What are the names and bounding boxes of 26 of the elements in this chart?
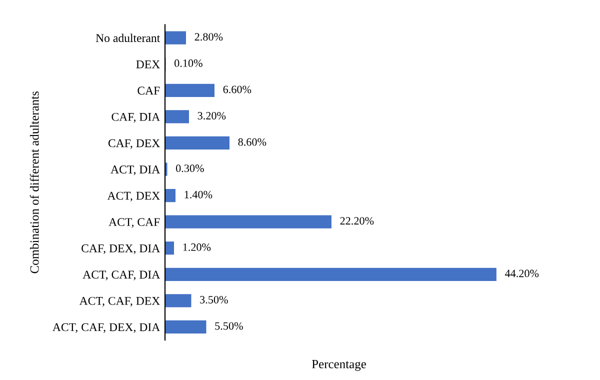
- data-label: 0.10%: [174, 59, 202, 67]
- y-tick-label: ACT, CAF, DEX, DIA: [52, 323, 160, 333]
- data-label: 1.40%: [184, 190, 212, 198]
- y-tick-label: CAF: [138, 86, 160, 95]
- y-tick-label: CAF, DIA: [112, 112, 160, 123]
- y-tick-label: ACT, DIA: [110, 166, 160, 176]
- y-tick-label: CAF, DEX, DIA: [82, 244, 160, 254]
- data-label: 8.60%: [238, 138, 266, 146]
- data-label: 3.20%: [198, 112, 226, 120]
- data-label: 6.60%: [223, 86, 252, 94]
- data-label: 1.20%: [183, 243, 211, 251]
- data-label: 2.80%: [194, 33, 223, 41]
- y-tick-label: DEX: [136, 60, 160, 68]
- y-tick-label: No adulterant: [96, 34, 160, 42]
- data-label: 5.50%: [215, 322, 243, 330]
- y-tick-label: ACT, CAF, DEX: [79, 296, 160, 307]
- y-axis-title: Combination of different adulterants: [30, 91, 39, 274]
- x-axis-title: Percentage: [312, 360, 366, 371]
- y-tick-label: ACT, CAF: [108, 218, 160, 228]
- data-label: 22.20%: [340, 217, 374, 225]
- data-label: 3.50%: [200, 296, 228, 304]
- y-tick-label: CAF, DEX: [108, 139, 160, 149]
- data-label: 0.30%: [176, 164, 204, 172]
- y-tick-label: ACT, DEX: [107, 192, 160, 202]
- data-label: 44.20%: [504, 270, 539, 278]
- y-tick-label: ACT, CAF, DIA: [82, 270, 160, 280]
